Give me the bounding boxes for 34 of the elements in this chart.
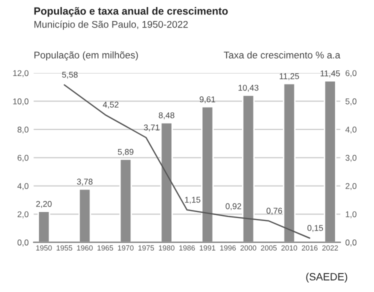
data-label: 10,43 xyxy=(238,84,258,92)
y-tick-label: 0,0 xyxy=(18,240,28,246)
y-tick-label: 2,0 xyxy=(18,211,28,218)
y2-tick-label: 4,0 xyxy=(345,126,356,134)
y2-tick-label: 2,0 xyxy=(346,183,356,190)
y-tick-label: 6,0 xyxy=(18,154,28,162)
data-label: 5,89 xyxy=(118,148,134,156)
y-tick-label: 8,0 xyxy=(18,126,28,134)
data-label: 0,92 xyxy=(226,203,242,210)
data-label: 0,15 xyxy=(307,225,323,232)
data-label: 3,71 xyxy=(144,124,160,132)
data-label: 3,78 xyxy=(76,178,93,186)
y2-tick-label: 0,0 xyxy=(346,240,356,246)
y2-tick-label: 5,0 xyxy=(346,98,356,106)
data-label: 0,76 xyxy=(266,208,282,215)
y2-axis-title: Taxa de crescimento % a.a xyxy=(224,51,340,58)
data-label: 9,61 xyxy=(200,96,216,104)
data-label: 11,25 xyxy=(280,73,299,80)
data-label: 5,58 xyxy=(62,72,78,79)
y2-tick-label: 1,0 xyxy=(346,211,356,218)
y-tick-label: 12,0 xyxy=(13,70,28,78)
chart-subtitle: Município de São Paulo, 1950-2022 xyxy=(34,20,188,30)
text: (SAEDE) xyxy=(306,272,348,282)
data-label: 8,48 xyxy=(158,112,174,120)
y-tick-label: 10,0 xyxy=(13,98,28,106)
data-label: 1,15 xyxy=(185,196,200,204)
y2-tick-label: 6,0 xyxy=(346,70,356,78)
data-label: 2,20 xyxy=(36,200,52,208)
data-label: 11,45 xyxy=(320,70,340,78)
y-tick-label: 4,0 xyxy=(17,183,28,190)
y2-tick-label: 3,0 xyxy=(346,154,356,162)
y-axis-title: População (em milhões) xyxy=(34,51,138,60)
chart-title: População e taxa anual de crescimento xyxy=(34,7,228,17)
data-label: 4,52 xyxy=(102,102,118,109)
